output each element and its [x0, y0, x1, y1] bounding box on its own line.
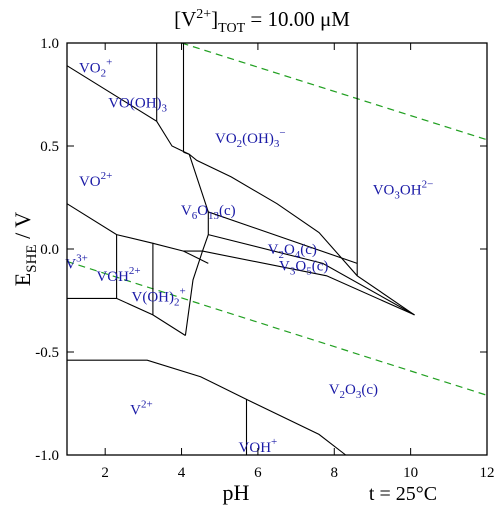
species-label-12: V2O3(c) [329, 382, 378, 401]
axis-ticks: 2 4 6 8 10 12 1.0 0.5 0.0 -0.5 -1.0 [35, 36, 494, 481]
y-tick-label-1: 0.5 [40, 139, 59, 155]
y-tick-label-4: -1.0 [35, 448, 59, 464]
predominance-boundaries [66, 43, 415, 456]
water-stability-lines [66, 42, 488, 396]
boundary-line-15 [67, 359, 347, 456]
boundary-line-6 [66, 203, 209, 264]
species-label-4: VO2+​ [79, 170, 112, 190]
water-line-1 [181, 42, 488, 141]
y-tick-label-2: 0.0 [40, 242, 59, 258]
boundary-line-12 [67, 297, 186, 336]
species-label-14: VOH+​ [239, 436, 278, 456]
species-label-2: VO(OH)3​ [108, 96, 167, 115]
y-tick-label-0: 1.0 [40, 36, 59, 52]
y-axis-title: ESHE / V [10, 212, 40, 287]
x-tick-label-0: 2 [101, 465, 109, 481]
species-label-9: V(OH)2+​ [132, 285, 186, 308]
x-tick-label-5: 12 [480, 465, 495, 481]
boundary-line-5 [183, 151, 415, 316]
species-label-5: V6O13(c) [181, 203, 236, 222]
species-label-8: VOH2+​ [96, 265, 140, 285]
species-labels: VO2+​ VO(OH)3​ VO2(OH)3−​ VO2+​ V6O13(c) VO3O… [65, 57, 433, 456]
species-label-13: V2+​ [130, 399, 153, 419]
x-tick-label-4: 10 [403, 465, 418, 481]
species-label-3: VO2(OH)3−​ [215, 127, 286, 150]
species-label-1: VO2+​ [79, 57, 112, 80]
x-tick-label-3: 8 [331, 465, 339, 481]
species-label-6: VO3OH2−​ [373, 178, 434, 201]
x-tick-label-1: 4 [178, 465, 186, 481]
species-label-7: V3+​ [65, 252, 88, 272]
temperature-annotation: t = 25°C [369, 483, 437, 505]
x-axis-title: pH [223, 480, 250, 505]
boundary-line-9 [208, 234, 415, 316]
x-tick-label-2: 6 [254, 465, 262, 481]
species-label-10: V2O4(c) [268, 242, 317, 261]
boundary-line-1 [66, 65, 190, 155]
chart-title: [V2+]TOT = 10.00 μM [174, 7, 350, 36]
boundary-line-8 [188, 154, 358, 264]
boundary-line-14 [183, 250, 204, 336]
y-tick-label-3: -0.5 [35, 345, 59, 361]
boundary-line-10 [202, 250, 415, 316]
water-line-2 [66, 260, 488, 396]
species-label-11: V3O5(c) [279, 258, 328, 277]
